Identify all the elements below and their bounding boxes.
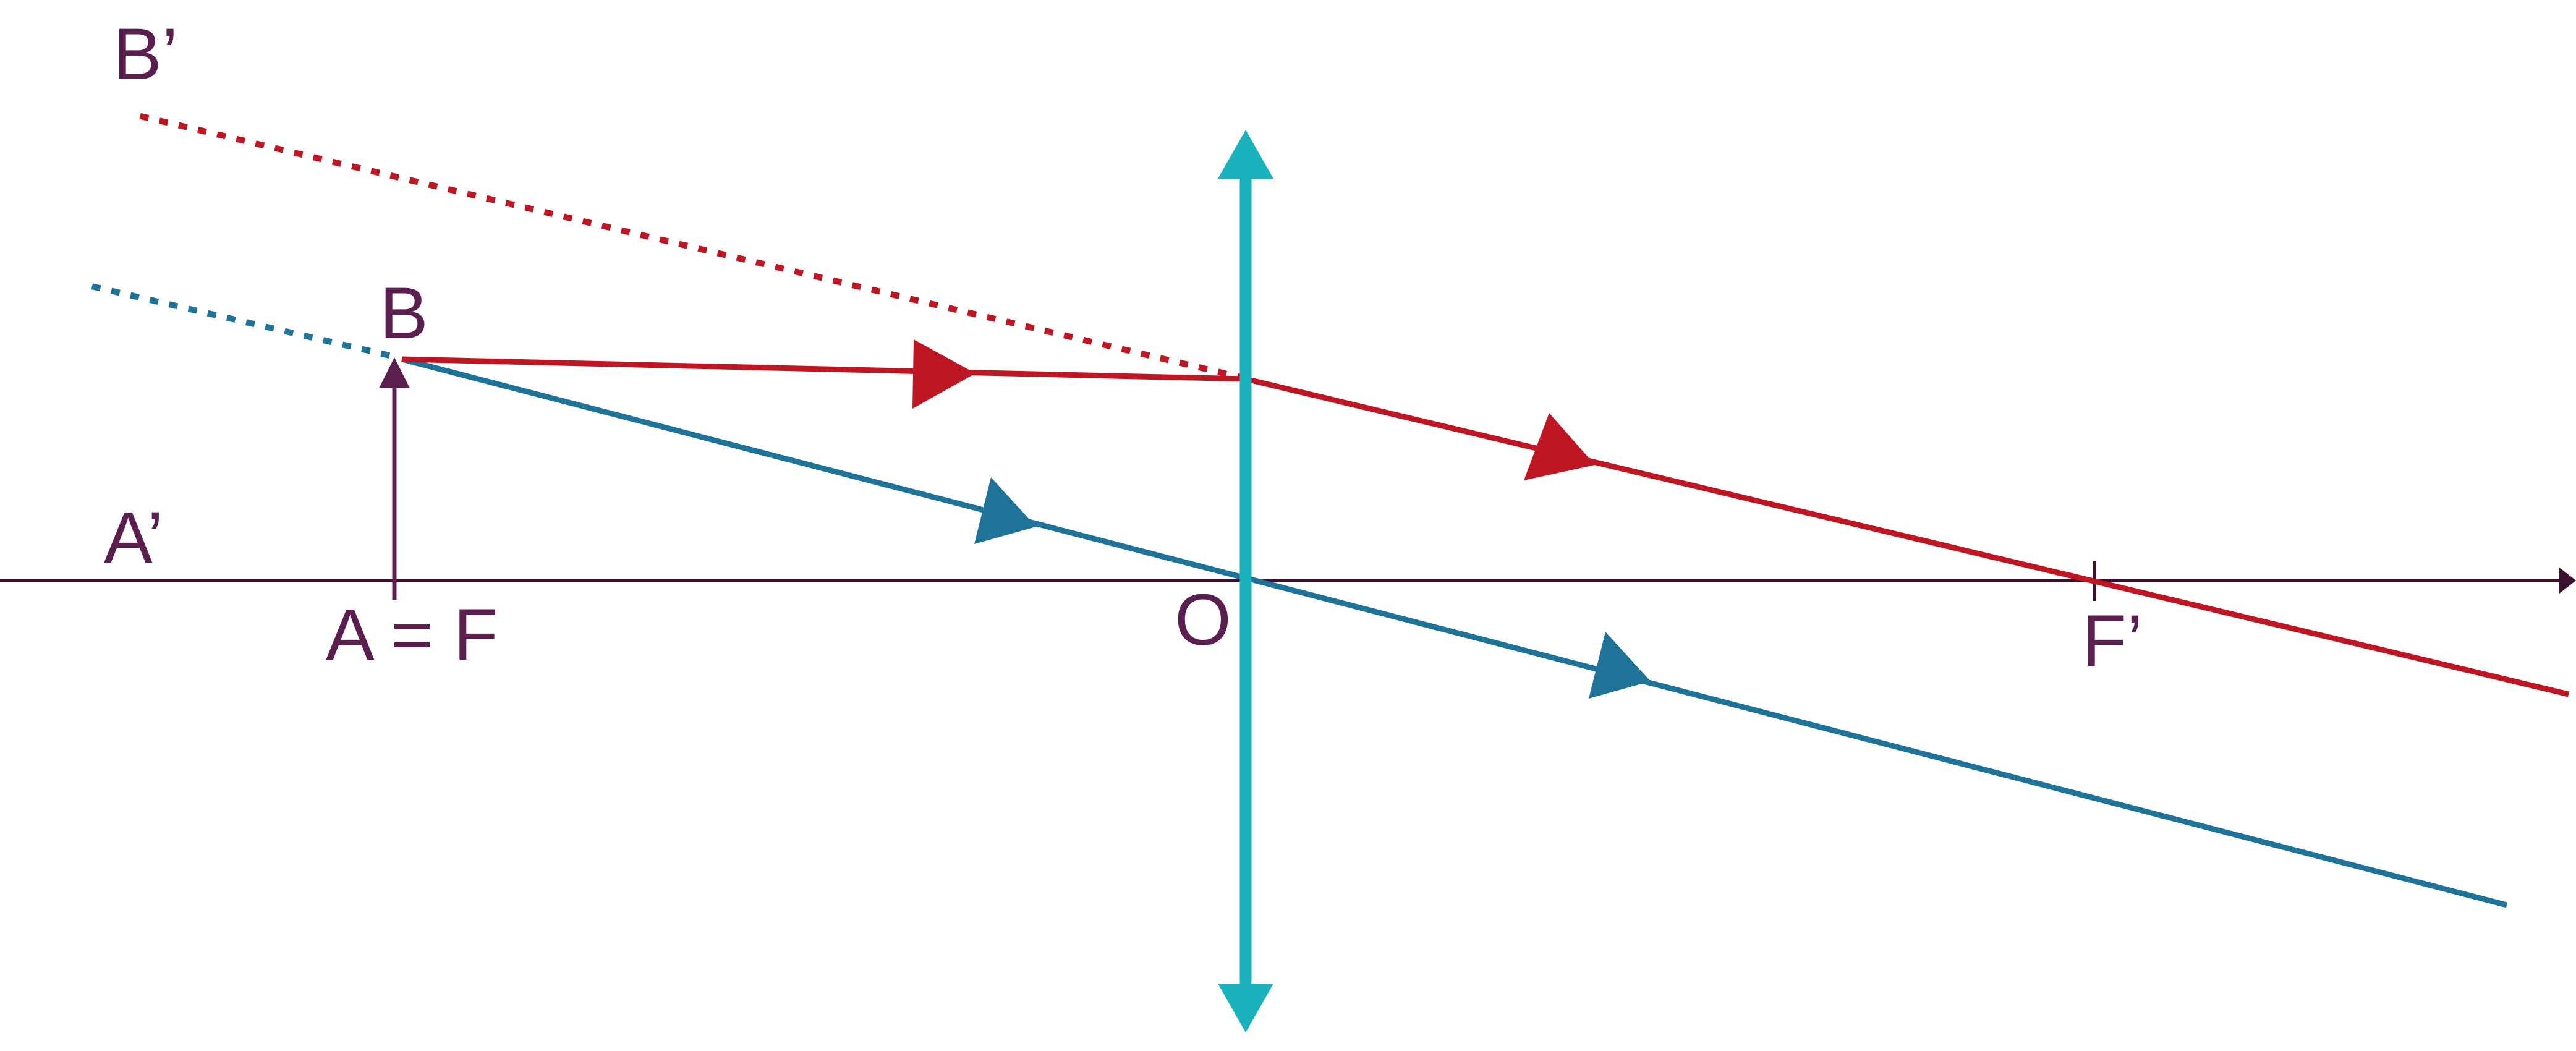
red-ray-virtual-extension xyxy=(132,111,1247,381)
red-ray-line xyxy=(401,356,2570,697)
blue-ray-virtual-extension xyxy=(90,283,391,359)
object-arrow xyxy=(379,357,410,600)
blue-ray-line xyxy=(401,356,2508,908)
blue-ray-arrow-2 xyxy=(1589,632,1651,699)
label-b-prime: B’ xyxy=(113,14,178,95)
label-b: B xyxy=(380,273,428,354)
optical-axis-arrowhead xyxy=(2559,568,2576,594)
red-ray-arrow-1 xyxy=(912,339,976,409)
blue-ray xyxy=(401,356,2508,908)
red-ray-arrow-2 xyxy=(1524,413,1595,480)
lens-bottom-arrowhead xyxy=(1218,984,1273,1032)
blue-ray-arrow-1 xyxy=(974,477,1036,544)
label-optical-centre: O xyxy=(1175,579,1231,661)
label-a-prime: A’ xyxy=(104,497,163,579)
object-arrow-head xyxy=(379,357,410,388)
optical-axis xyxy=(0,568,2576,594)
label-f-prime: F’ xyxy=(2082,600,2143,682)
lens-top-arrowhead xyxy=(1218,130,1273,179)
converging-lens xyxy=(1218,130,1273,1032)
label-a-equals-f: A = F xyxy=(326,594,498,676)
